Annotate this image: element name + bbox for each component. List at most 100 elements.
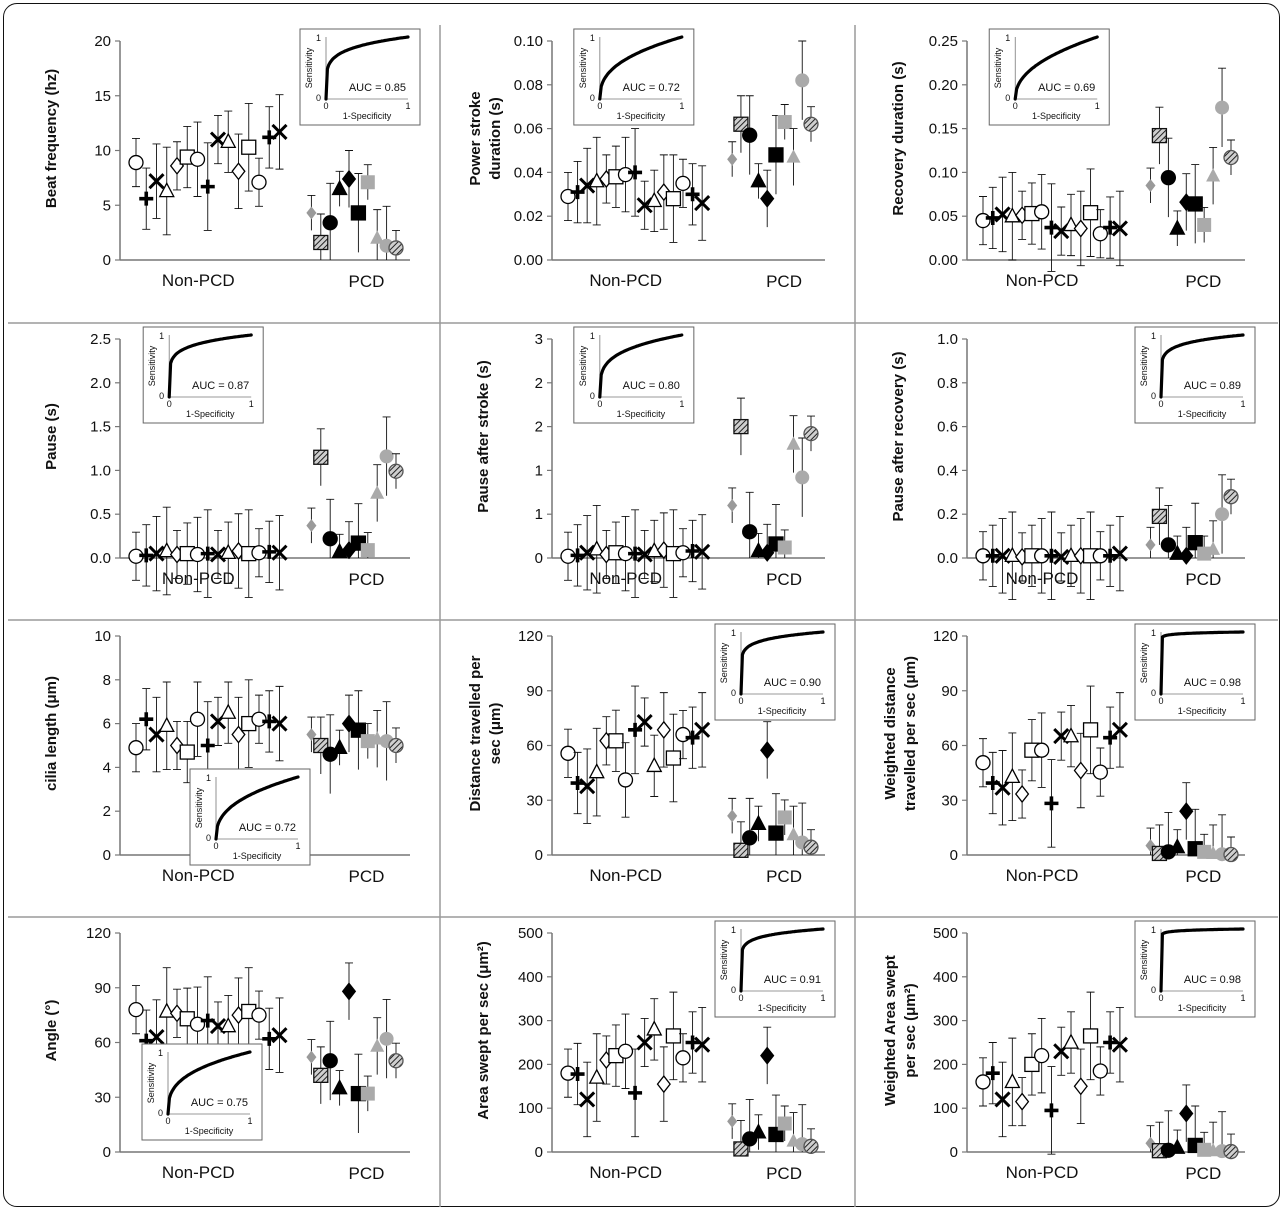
data-point bbox=[742, 127, 758, 143]
roc-auc-label: AUC = 0.69 bbox=[1038, 82, 1095, 94]
data-point bbox=[271, 123, 288, 140]
y-tick-label: 200 bbox=[518, 1056, 543, 1073]
data-point bbox=[777, 540, 792, 555]
roc-x-tick: 1 bbox=[405, 101, 410, 111]
data-point bbox=[1044, 548, 1059, 563]
roc-y-label: Sensitivity bbox=[1139, 345, 1149, 386]
y-tick-label: 100 bbox=[518, 1100, 543, 1117]
data-point bbox=[617, 772, 634, 788]
data-point bbox=[1169, 1138, 1186, 1154]
y-tick-label: 400 bbox=[518, 969, 543, 986]
data-point bbox=[786, 826, 801, 841]
data-point bbox=[271, 544, 288, 561]
data-point bbox=[1145, 179, 1156, 192]
data-point bbox=[262, 714, 277, 729]
roc-curve bbox=[214, 775, 300, 841]
y-axis-label-line-2: travelled per sec (μm) bbox=[902, 656, 919, 811]
data-point bbox=[795, 470, 810, 485]
y-tick-label: 0.08 bbox=[514, 77, 543, 94]
data-point bbox=[200, 546, 215, 561]
roc-x-tick: 1 bbox=[1095, 101, 1100, 111]
x-group-label-pcd: PCD bbox=[349, 570, 385, 589]
pcd-series bbox=[727, 721, 819, 858]
data-point bbox=[179, 744, 195, 760]
y-tick-label: 300 bbox=[518, 1013, 543, 1030]
roc-x-tick: 1 bbox=[249, 399, 254, 409]
roc-y-tick: 1 bbox=[731, 925, 736, 935]
data-point bbox=[322, 1053, 338, 1069]
error-bar bbox=[326, 498, 335, 558]
data-point bbox=[1187, 535, 1203, 551]
y-tick-label: 500 bbox=[518, 925, 543, 942]
data-point bbox=[251, 1007, 267, 1023]
roc-x-tick: 0 bbox=[1158, 696, 1163, 706]
roc-x-label: 1-Specificity bbox=[185, 1126, 234, 1136]
data-point bbox=[220, 703, 237, 719]
data-point bbox=[768, 825, 784, 841]
y-tick-label: 0.0 bbox=[937, 550, 958, 567]
y-tick-label: 90 bbox=[526, 683, 543, 700]
y-tick-label: 0.10 bbox=[929, 164, 958, 181]
roc-y-tick: 1 bbox=[206, 773, 211, 783]
y-tick-label: 0.10 bbox=[514, 33, 543, 50]
data-point bbox=[628, 546, 643, 561]
data-point bbox=[189, 711, 206, 727]
y-tick-label: 0.00 bbox=[514, 252, 543, 269]
y-axis-label-line-2: sec (μm) bbox=[487, 703, 504, 765]
data-point bbox=[579, 544, 596, 561]
data-point bbox=[1014, 1092, 1030, 1111]
data-point bbox=[750, 172, 767, 188]
x-group-label-pcd: PCD bbox=[349, 272, 385, 291]
pcd-series bbox=[727, 397, 819, 562]
data-point bbox=[975, 755, 991, 771]
roc-y-label: Sensitivity bbox=[578, 345, 588, 386]
data-point bbox=[313, 234, 329, 251]
y-tick-label: 30 bbox=[941, 792, 958, 809]
roc-curve bbox=[1159, 630, 1245, 696]
y-tick-label: 1 bbox=[535, 462, 543, 479]
roc-y-tick: 0 bbox=[1151, 985, 1156, 995]
data-point bbox=[727, 499, 738, 512]
roc-curve bbox=[1159, 927, 1245, 993]
data-point bbox=[1197, 217, 1212, 232]
roc-inset-frame bbox=[714, 920, 836, 1018]
y-tick-label: 120 bbox=[933, 628, 958, 645]
data-point bbox=[803, 425, 819, 442]
data-point bbox=[189, 151, 206, 167]
data-point bbox=[803, 839, 819, 855]
data-point bbox=[139, 548, 154, 563]
data-point bbox=[1103, 220, 1118, 235]
y-axis-label: Weighted Area swept per sec (μm²) bbox=[882, 955, 919, 1106]
data-point bbox=[306, 728, 317, 741]
data-point bbox=[370, 230, 385, 244]
data-point bbox=[148, 545, 165, 562]
non-pcd-series bbox=[975, 511, 1128, 601]
roc-x-tick: 1 bbox=[1240, 399, 1245, 409]
x-group-label-pcd: PCD bbox=[1185, 867, 1221, 886]
y-tick-label: 2 bbox=[103, 803, 111, 820]
pcd-series bbox=[306, 690, 404, 794]
data-point bbox=[322, 531, 338, 547]
x-group-label-non-pcd: Non-PCD bbox=[589, 866, 662, 885]
roc-x-tick: 0 bbox=[1013, 101, 1018, 111]
roc-y-label: Sensitivity bbox=[1139, 939, 1149, 980]
data-point bbox=[1062, 215, 1080, 232]
roc-auc-label: AUC = 0.72 bbox=[623, 82, 680, 94]
roc-inset-frame bbox=[141, 1043, 263, 1141]
y-tick-label: 200 bbox=[933, 1056, 958, 1073]
roc-y-tick: 1 bbox=[158, 1048, 163, 1058]
data-point bbox=[628, 722, 643, 737]
data-point bbox=[370, 485, 385, 499]
pcd-series bbox=[1145, 782, 1239, 863]
roc-y-label: Sensitivity bbox=[147, 345, 157, 386]
y-tick-label: 2.0 bbox=[90, 375, 111, 392]
data-point bbox=[1160, 537, 1177, 553]
non-pcd-series bbox=[128, 94, 288, 236]
data-point bbox=[617, 1043, 634, 1059]
data-point bbox=[646, 191, 663, 208]
data-point bbox=[760, 741, 775, 760]
